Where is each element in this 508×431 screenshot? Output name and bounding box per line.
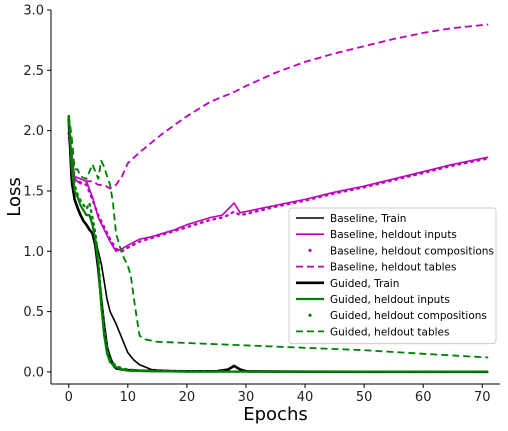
plot-area [67,23,490,374]
legend-swatch [308,248,312,252]
legend-label: Baseline, heldout tables [330,262,457,274]
x-tick-label: 70 [474,390,491,405]
x-tick-label: 50 [356,390,373,405]
series-line-3 [67,131,490,253]
x-tick-label: 10 [120,390,137,405]
series-line-2 [67,130,489,253]
y-tick-label: 0.0 [23,365,44,380]
y-tick-label: 0.5 [23,305,44,320]
y-tick-label: 3.0 [23,4,44,19]
y-tick-label: 1.0 [23,245,44,260]
series-line-4 [67,23,489,190]
series-line-8 [67,114,489,359]
legend-label: Guided, heldout inputs [330,294,450,306]
y-axis-label: Loss [4,177,25,216]
x-tick-label: 20 [179,390,196,405]
x-tick-label: 30 [238,390,255,405]
legend-swatch [308,313,312,317]
series-layer [67,23,490,374]
legend-box [288,207,497,345]
y-tick-label: 2.5 [23,64,44,79]
legend-label: Baseline, heldout compositions [330,245,494,257]
legend: Baseline, Train Baseline, heldout inputs B… [288,207,497,345]
x-axis-label: Epochs [243,404,308,425]
x-tick-label: 60 [415,390,432,405]
y-tick-label: 2.0 [23,124,44,139]
y-tick-label: 1.5 [23,184,44,199]
series-line-7 [67,114,490,373]
x-ticks: 0 10 20 30 40 50 60 70 [65,384,491,405]
legend-label: Guided, heldout compositions [330,310,487,322]
legend-label: Baseline, Train [330,213,406,225]
y-ticks: 0.0 0.5 1.0 1.5 2.0 2.5 3.0 [23,4,51,380]
legend-label: Guided, heldout tables [330,326,449,338]
legend-label: Guided, Train [330,278,399,290]
x-tick-label: 40 [297,390,314,405]
legend-label: Baseline, heldout inputs [330,229,457,241]
x-tick-label: 0 [65,390,73,405]
